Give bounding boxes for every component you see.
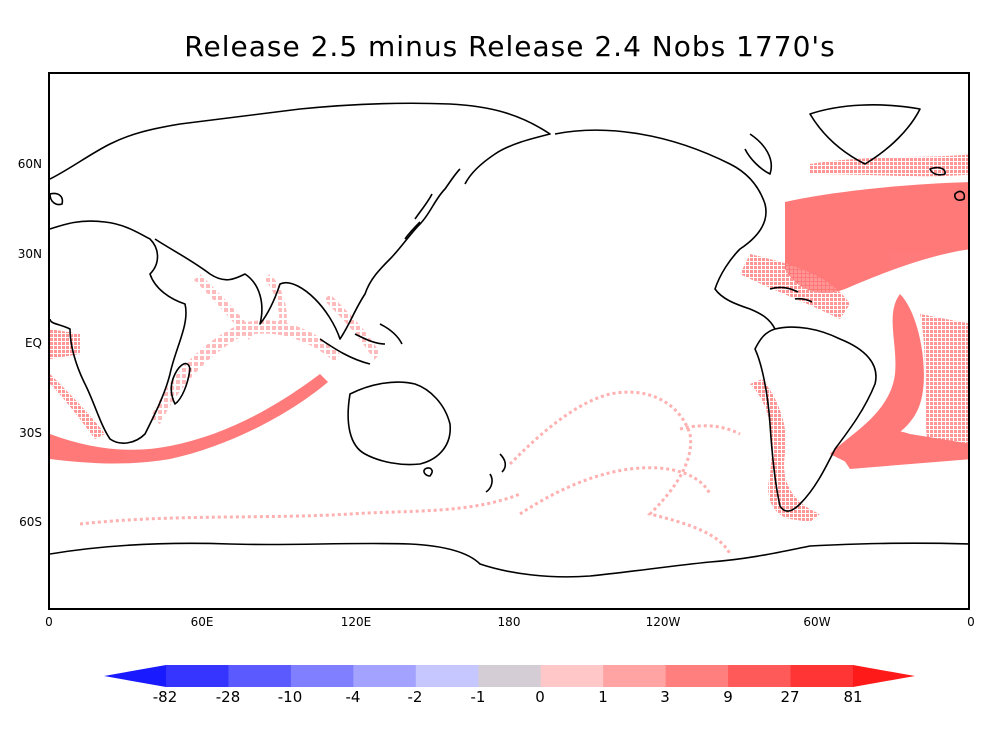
lon-label-60w: 60W: [803, 615, 831, 629]
lat-label-60n: 60N: [17, 157, 42, 171]
colorbar-segment: [290, 665, 354, 687]
page-title: Release 2.5 minus Release 2.4 Nobs 1770'…: [184, 30, 836, 63]
route-south-atlantic: [750, 294, 968, 522]
map-panel: [48, 72, 970, 610]
colorbar-label: 1: [598, 688, 608, 706]
colorbar-segment: [540, 665, 604, 687]
lat-label-30s: 30S: [19, 426, 42, 440]
colorbar-label: -10: [277, 688, 303, 706]
lon-label-120w: 120W: [645, 615, 681, 629]
colorbar-label: -1: [470, 688, 486, 706]
colorbar-label: -2: [407, 688, 423, 706]
colorbar-segment: [665, 665, 729, 687]
colorbar-segment: [603, 665, 667, 687]
colorbar-label: 9: [723, 688, 733, 706]
colorbar-label: 27: [780, 688, 800, 706]
lat-label-60s: 60S: [19, 515, 42, 529]
colorbar-label: 3: [660, 688, 670, 706]
colorbar-segment: [353, 665, 417, 687]
route-cape: [50, 329, 328, 464]
colorbar-label: -4: [345, 688, 361, 706]
colorbar-arrow-high: [853, 665, 915, 687]
colorbar-arrow-low: [104, 665, 166, 687]
lon-label-120e: 120E: [340, 615, 372, 629]
lon-label-0-left: 0: [45, 615, 53, 629]
route-pacific: [79, 390, 741, 555]
route-indian-ocean: [150, 274, 380, 424]
lon-label-0-right: 0: [967, 615, 975, 629]
colorbar-segment: [790, 665, 854, 687]
colorbar-segment: [728, 665, 792, 687]
world-map: [50, 102, 968, 578]
colorbar: [104, 665, 915, 687]
lon-label-60e: 60E: [190, 615, 214, 629]
colorbar-segment: [478, 665, 542, 687]
colorbar-label: -82: [152, 688, 178, 706]
colorbar-label: 81: [843, 688, 863, 706]
route-north-atlantic: [740, 154, 968, 319]
coastlines: [50, 102, 968, 578]
colorbar-segment: [228, 665, 292, 687]
colorbar-segment: [415, 665, 479, 687]
lat-label-30n: 30N: [17, 247, 42, 261]
colorbar-label: -28: [215, 688, 241, 706]
lon-label-180: 180: [497, 615, 521, 629]
colorbar-label: 0: [535, 688, 545, 706]
lat-label-eq: EQ: [24, 336, 42, 350]
colorbar-segment: [166, 665, 229, 687]
